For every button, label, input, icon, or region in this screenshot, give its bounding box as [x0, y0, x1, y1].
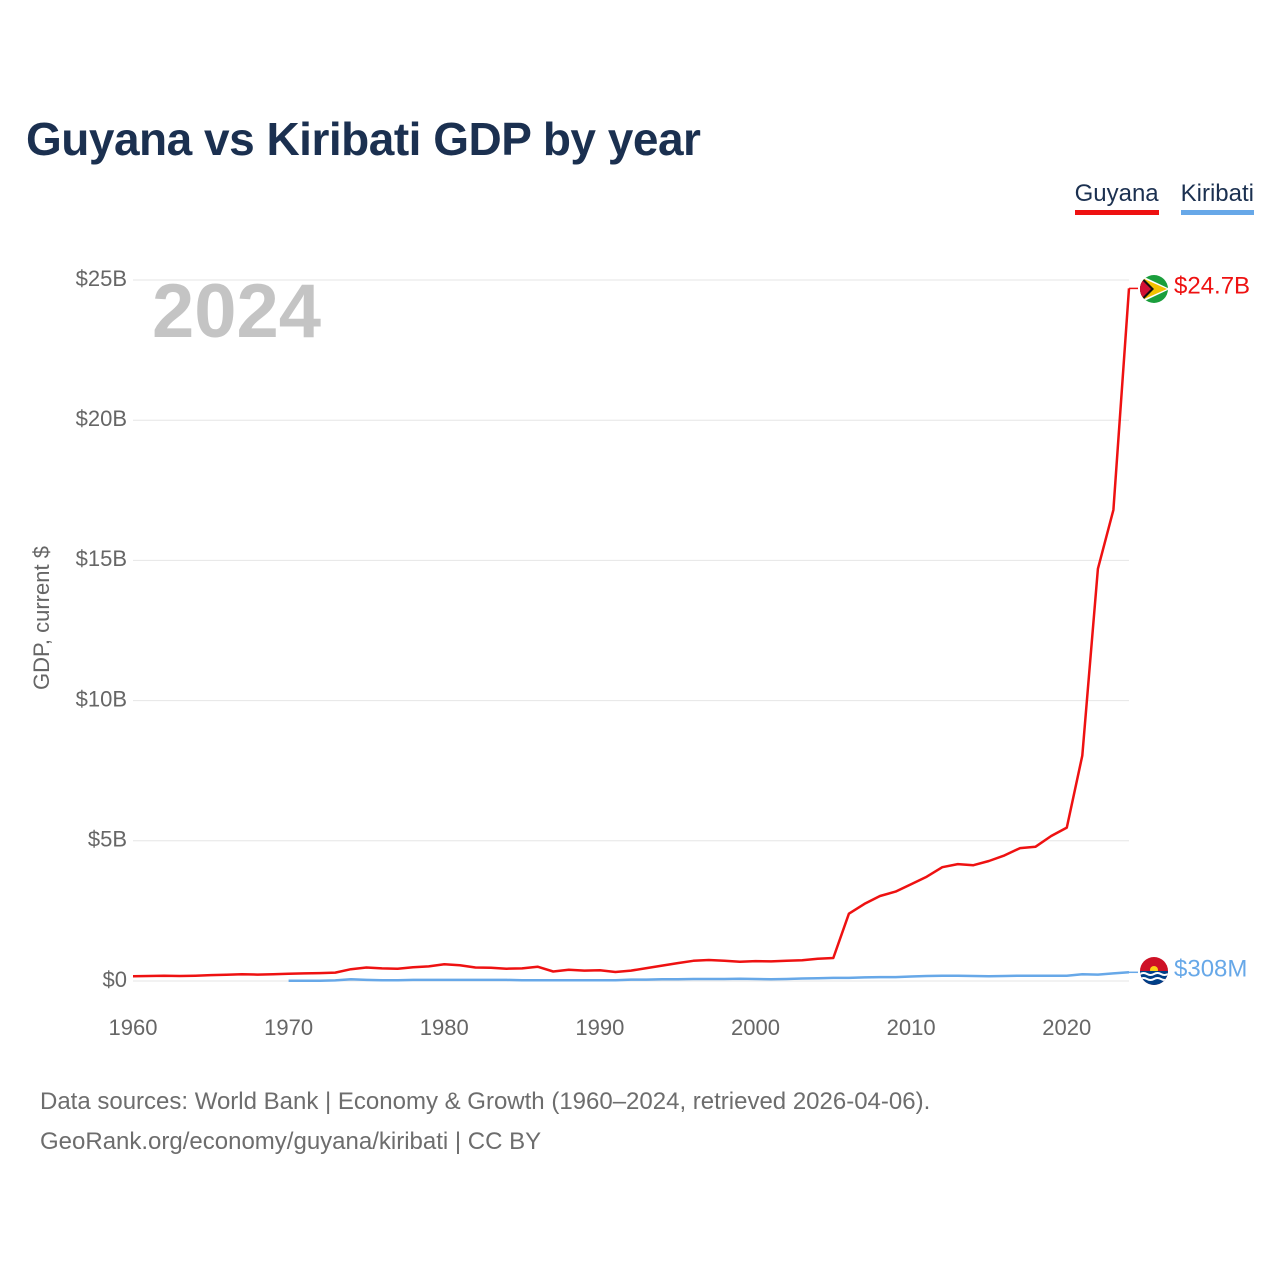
series-line-kiribati[interactable]: [288, 971, 1130, 982]
chart-title: Guyana vs Kiribati GDP by year: [26, 113, 701, 165]
x-tick-label: 2010: [887, 1015, 936, 1040]
y-tick-label: $5B: [88, 827, 127, 852]
y-tick-label: $15B: [76, 546, 127, 571]
kiribati-end-value-label: $308M: [1174, 955, 1247, 982]
guyana-end-value-label: $24.7B: [1174, 272, 1250, 299]
x-tick-label: 1990: [575, 1015, 624, 1040]
y-axis-ticks: $0 $5B $10B $15B $20B $25B: [76, 266, 127, 992]
series-lines: [132, 287, 1138, 982]
data-source-text: Data sources: World Bank | Economy & Gro…: [40, 1088, 931, 1115]
gridlines: [133, 279, 1129, 982]
x-tick-label: 1980: [420, 1015, 469, 1040]
line-chart: $0 $5B $10B $15B $20B $25B 1960 1970 1980 1990 20…: [76, 266, 1250, 1040]
x-tick-label: 1970: [264, 1015, 313, 1040]
legend: Guyana Kiribati: [1074, 180, 1254, 215]
footer: Data sources: World Bank | Economy & Gro…: [40, 1082, 930, 1162]
legend-item-kiribati[interactable]: Kiribati: [1180, 180, 1254, 215]
x-axis-ticks: 1960 1970 1980 1990 2000 2010 2020: [109, 1015, 1092, 1040]
attribution-link[interactable]: GeoRank.org/economy/guyana/kiribati | CC…: [40, 1128, 542, 1155]
y-tick-label: $10B: [76, 686, 127, 711]
y-tick-label: $25B: [76, 266, 127, 291]
x-tick-label: 1960: [109, 1015, 158, 1040]
x-tick-label: 2020: [1042, 1015, 1091, 1040]
series-line-guyana[interactable]: [132, 288, 1131, 978]
guyana-flag-icon: [1140, 275, 1168, 303]
kiribati-flag-icon: [1140, 957, 1168, 985]
y-tick-label: $20B: [76, 406, 127, 431]
legend-item-guyana[interactable]: Guyana: [1074, 180, 1159, 215]
current-year-label: 2024: [152, 269, 322, 354]
y-tick-label: $0: [103, 967, 127, 992]
x-tick-label: 2000: [731, 1015, 780, 1040]
